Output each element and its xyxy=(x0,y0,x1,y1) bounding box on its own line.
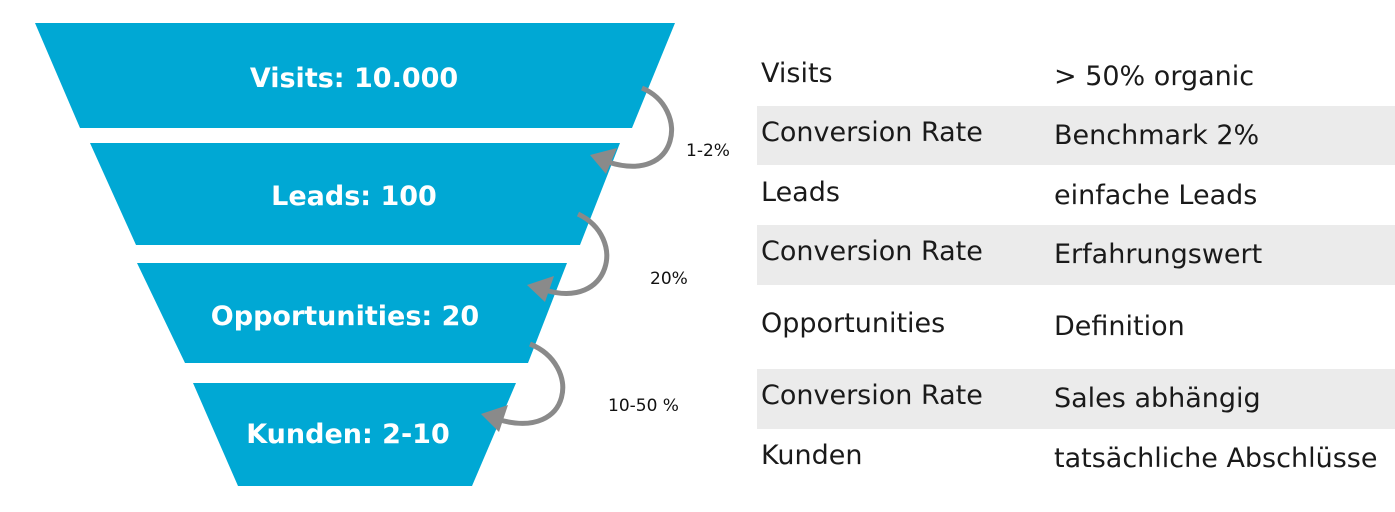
funnel-stage-opportunities: Opportunities: 20 xyxy=(137,263,567,363)
row-value: Definition xyxy=(1054,311,1185,342)
funnel-stage-label: Visits: 10.000 xyxy=(250,63,458,94)
conversion-rate-label: 20% xyxy=(650,269,688,289)
funnel-stage-shape xyxy=(137,263,567,363)
table-row: Conversion Rate Erfahrungswert xyxy=(757,225,1395,285)
row-value: > 50% organic xyxy=(1054,61,1255,92)
table-row: Opportunities Definition xyxy=(757,285,1395,369)
funnel-stage-visits: Visits: 10.000 xyxy=(35,23,675,128)
table-row: Visits > 50% organic xyxy=(757,48,1395,106)
conversion-rate-label: 10-50 % xyxy=(608,396,679,416)
row-value: Benchmark 2% xyxy=(1054,120,1260,151)
funnel-stage-shape xyxy=(90,143,620,245)
funnel-stage-label: Kunden: 2-10 xyxy=(246,419,450,450)
row-value: einfache Leads xyxy=(1054,180,1258,211)
row-key: Visits xyxy=(761,58,833,89)
table-row: Kunden tatsächliche Abschlüsse xyxy=(757,429,1395,489)
funnel-diagram: Visits: 10.000 Leads: 100 Opportunities:… xyxy=(35,23,730,486)
row-key: Conversion Rate xyxy=(761,236,983,267)
row-value: tatsächliche Abschlüsse xyxy=(1054,443,1378,474)
conversion-arrow-3: 10-50 % xyxy=(481,341,679,432)
funnel-stage-shape xyxy=(193,383,516,486)
funnel-stage-label: Opportunities: 20 xyxy=(211,301,479,332)
curved-arrow-icon xyxy=(544,211,610,296)
row-key: Opportunities xyxy=(761,308,946,339)
row-key: Conversion Rate xyxy=(761,117,983,148)
row-value: Sales abhängig xyxy=(1054,383,1261,414)
funnel-stage-kunden: Kunden: 2-10 xyxy=(193,383,516,486)
funnel-stage-shape xyxy=(35,23,675,128)
row-key: Kunden xyxy=(761,440,863,471)
conversion-arrow-2: 20% xyxy=(527,211,688,302)
arrowhead-icon xyxy=(481,405,508,432)
table-row: Leads einfache Leads xyxy=(757,165,1395,225)
row-key: Leads xyxy=(761,177,840,208)
arrowhead-icon xyxy=(590,148,617,174)
table-row: Conversion Rate Sales abhängig xyxy=(757,369,1395,429)
funnel-stage-leads: Leads: 100 xyxy=(90,143,620,245)
curved-arrow-icon xyxy=(499,341,566,426)
row-key: Conversion Rate xyxy=(761,380,983,411)
arrowhead-icon xyxy=(527,276,554,302)
row-value: Erfahrungswert xyxy=(1054,239,1263,270)
conversion-arrow-1: 1-2% xyxy=(590,85,730,174)
table-row: Conversion Rate Benchmark 2% xyxy=(757,106,1395,165)
funnel-stage-label: Leads: 100 xyxy=(271,181,437,212)
curved-arrow-icon xyxy=(607,85,674,169)
conversion-rate-label: 1-2% xyxy=(686,141,730,161)
